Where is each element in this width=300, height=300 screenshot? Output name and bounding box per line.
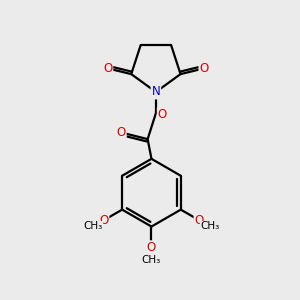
Text: O: O <box>103 62 112 75</box>
Text: CH₃: CH₃ <box>83 221 103 231</box>
Text: CH₃: CH₃ <box>200 221 220 231</box>
Text: O: O <box>99 214 108 227</box>
Text: O: O <box>147 241 156 254</box>
Text: O: O <box>200 62 209 75</box>
Text: O: O <box>116 126 126 139</box>
Text: O: O <box>158 108 167 121</box>
Text: N: N <box>152 85 160 98</box>
Text: CH₃: CH₃ <box>142 255 161 265</box>
Text: O: O <box>194 214 204 227</box>
